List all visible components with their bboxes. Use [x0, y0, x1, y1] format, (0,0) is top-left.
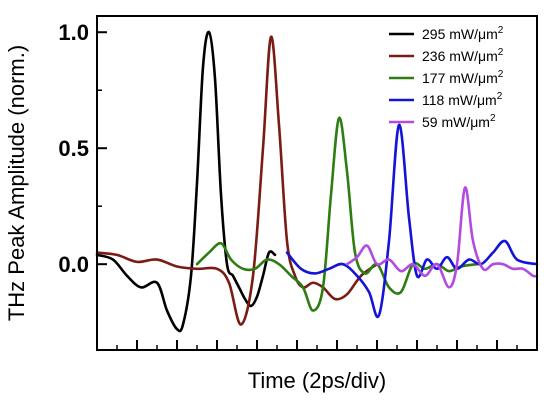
y-tick-labels: 0.0 0.5 1.0 — [58, 20, 89, 277]
legend-label-0: 295 mW/μm2 — [422, 25, 504, 42]
x-axis-label: Time (2ps/div) — [248, 368, 387, 393]
y-tick-label-1: 0.5 — [58, 136, 89, 161]
legend-label-2: 177 mW/μm2 — [422, 69, 504, 86]
legend-label-1: 236 mW/μm2 — [422, 47, 504, 64]
series-line-0 — [95, 30, 277, 333]
series-line-2 — [195, 116, 479, 312]
series-group — [95, 30, 539, 333]
y-tick-label-2: 1.0 — [58, 20, 89, 45]
series-line-4 — [345, 186, 539, 289]
series-line-3 — [285, 123, 539, 319]
legend-label-3: 118 mW/μm2 — [422, 91, 503, 108]
legend-label-4: 59 mW/μm2 — [422, 113, 496, 130]
y-axis-label: THz Peak Amplitude (norm.) — [4, 45, 29, 321]
y-tick-label-0: 0.0 — [58, 252, 89, 277]
plot-frame — [96, 15, 538, 351]
legend: 295 mW/μm2 236 mW/μm2 177 mW/μm2 118 mW/μm2… — [389, 25, 504, 130]
series-line-1 — [95, 35, 379, 326]
